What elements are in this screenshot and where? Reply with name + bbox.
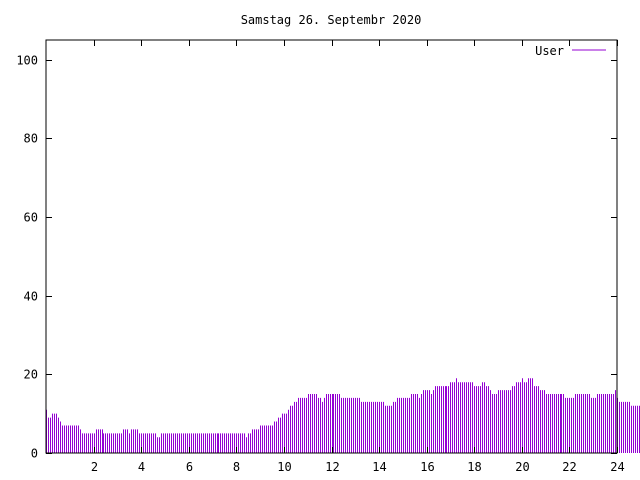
x-tick-label: 18	[467, 460, 481, 474]
x-tick-label: 6	[186, 460, 193, 474]
y-tick-label: 40	[24, 290, 38, 304]
legend: User	[535, 44, 606, 58]
x-tick-label: 24	[610, 460, 624, 474]
x-tick-label: 22	[562, 460, 576, 474]
bars-group	[46, 378, 640, 453]
x-tick-label: 2	[91, 460, 98, 474]
x-tick-label: 8	[233, 460, 240, 474]
x-tick-label: 12	[325, 460, 339, 474]
x-tick-label: 20	[515, 460, 529, 474]
y-tick-label: 60	[24, 211, 38, 225]
legend-label: User	[535, 44, 564, 58]
y-tick-label: 80	[24, 132, 38, 146]
x-tick-label: 16	[420, 460, 434, 474]
x-tick-label: 14	[372, 460, 386, 474]
y-tick-label: 20	[24, 368, 38, 382]
plot-frame	[45, 39, 618, 454]
x-axis: 2 4 6 8 10 12 14 16 18 20 22 24	[91, 40, 625, 474]
x-tick-label: 10	[277, 460, 291, 474]
chart-title: Samstag 26. Septembr 2020	[241, 13, 422, 27]
y-axis: 0 20 40 60 80 100	[16, 54, 617, 461]
x-tick-label: 4	[138, 460, 145, 474]
y-tick-label: 0	[31, 447, 38, 461]
y-tick-label: 100	[16, 54, 38, 68]
